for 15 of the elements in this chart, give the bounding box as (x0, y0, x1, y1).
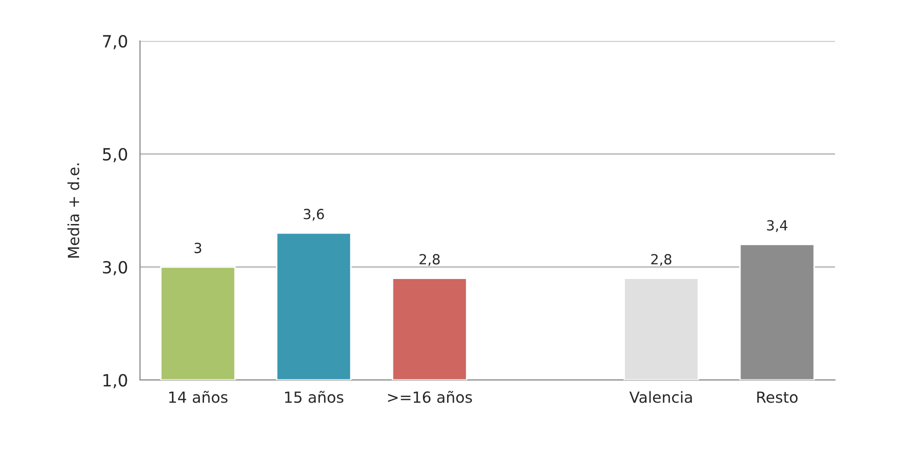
data-label: 2,8 (420, 254, 440, 266)
x-tick-label: 15 años (285, 390, 344, 403)
x-tick-label: 14 años (169, 390, 228, 403)
x-tick-label: Valencia (629, 391, 692, 403)
y-tick-label: 1,0 (104, 374, 128, 388)
data-label: 3,4 (767, 220, 788, 232)
y-tick-label: 5,0 (102, 148, 128, 162)
data-label: 3,6 (304, 208, 324, 221)
data-label: 3 (194, 242, 202, 254)
x-tick-label: Resto (757, 392, 798, 403)
x-tick-label: >=16 años (388, 390, 472, 403)
data-label: 2,8 (651, 254, 672, 266)
y-tick-label: 7,0 (103, 34, 128, 50)
y-tick-label: 3,0 (102, 260, 128, 276)
y-axis-title: Media + d.e. (67, 164, 80, 258)
